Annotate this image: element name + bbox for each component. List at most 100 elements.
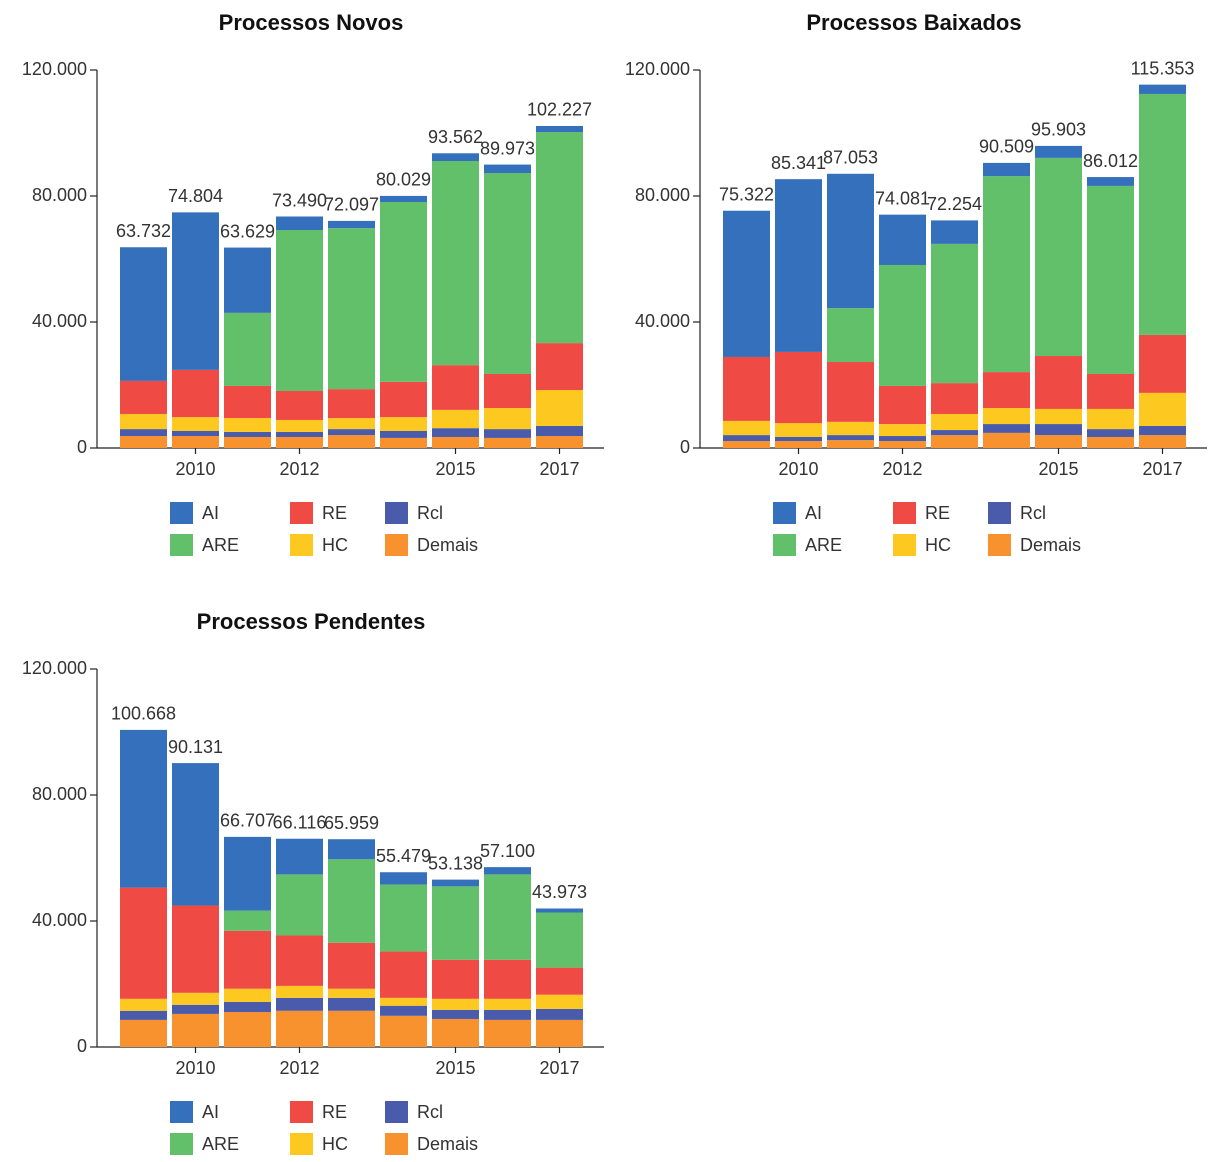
bar-segment [276,985,323,998]
bar-segment [723,441,770,448]
chart-title: Processos Pendentes [197,609,426,634]
total-label: 90.131 [168,737,223,757]
legend-swatch [893,502,916,524]
bar-segment [328,418,375,430]
bar-segment [276,935,323,986]
bar-segment [536,425,583,437]
bar-segment [224,930,271,989]
chart-title: Processos Baixados [806,10,1021,35]
legend-label: Rcl [417,503,443,523]
bar-segment [827,435,874,441]
bar-segment [380,884,427,952]
total-label: 80.029 [376,170,431,190]
x-tick-label: 2017 [539,1058,579,1078]
bar-segment [536,908,583,913]
bar-segment [536,1019,583,1047]
bar-segment [380,872,427,885]
legend-label: ARE [805,535,842,555]
bar-segment [1087,436,1134,448]
bar-segment [879,214,926,265]
bar-segment [276,838,323,875]
total-label: 72.097 [324,195,379,215]
bar-segment [380,381,427,418]
total-label: 73.490 [272,190,327,210]
bar-segment [276,997,323,1011]
bar-segment [120,729,167,888]
bar-segment [536,132,583,344]
bar-segment [536,994,583,1009]
bar-segment [1139,435,1186,448]
bar-segment [484,437,531,448]
bar-segment [879,436,926,442]
bar-segment [827,173,874,309]
bar-segment [484,407,531,430]
bar-segment [432,879,479,887]
legend-swatch [170,1133,193,1155]
bar-segment [328,429,375,436]
bar-segment [827,440,874,448]
legend-swatch [893,534,916,556]
bar-segment [276,230,323,391]
legend-label: RE [322,503,347,523]
legend-label: Demais [417,535,478,555]
bar-segment [224,385,271,419]
bar-segment [380,997,427,1006]
bar-segment [484,998,531,1010]
bar-segment [775,441,822,448]
bar-segment [328,1010,375,1047]
bar-segment [931,243,978,384]
bar-segment [172,992,219,1005]
bar-segment [879,441,926,448]
total-label: 66.707 [220,811,275,831]
x-tick-label: 2012 [279,459,319,479]
bar-segment [879,424,926,437]
x-tick-label: 2015 [1038,459,1078,479]
legend-swatch [290,1101,313,1123]
bar-segment [1035,145,1082,158]
bar-segment [224,247,271,313]
bar-segment [380,437,427,448]
legend-label: ARE [202,535,239,555]
bar-segment [276,390,323,420]
bar-segment [931,413,978,431]
bar-segment [432,998,479,1010]
bar-segment [536,912,583,968]
legend-label: ARE [202,1134,239,1154]
total-label: 89.973 [480,138,535,158]
bar-segment [723,356,770,421]
total-label: 57.100 [480,841,535,861]
total-label: 115.353 [1131,58,1195,78]
bar-segment [432,1018,479,1047]
x-tick-label: 2010 [778,459,818,479]
legend-label: AI [202,503,219,523]
bar-segment [983,372,1030,408]
bar-segment [775,179,822,352]
bar-segment [827,362,874,422]
legend-swatch [988,534,1011,556]
legend-swatch [290,502,313,524]
bar-segment [432,1009,479,1019]
total-label: 66.116 [273,812,327,832]
bar-segment [276,419,323,432]
legend-swatch [385,1133,408,1155]
bar-segment [328,859,375,943]
bar-segment [1035,356,1082,409]
bar-segment [172,369,219,418]
total-label: 87.053 [823,148,878,168]
legend-swatch [773,502,796,524]
bar-segment [120,1019,167,1047]
total-label: 63.629 [220,221,275,241]
bar-segment [879,385,926,425]
bar-segment [380,1005,427,1016]
total-label: 75.322 [719,184,774,204]
bar-segment [1139,334,1186,393]
bar-segment [484,1019,531,1047]
y-tick-label: 80.000 [635,185,690,205]
legend-swatch [988,502,1011,524]
bar-segment [172,436,219,448]
legend-label: HC [925,535,951,555]
bar-segment [536,343,583,391]
bar-segment [328,942,375,989]
bar-segment [484,173,531,374]
bar-segment [983,407,1030,425]
